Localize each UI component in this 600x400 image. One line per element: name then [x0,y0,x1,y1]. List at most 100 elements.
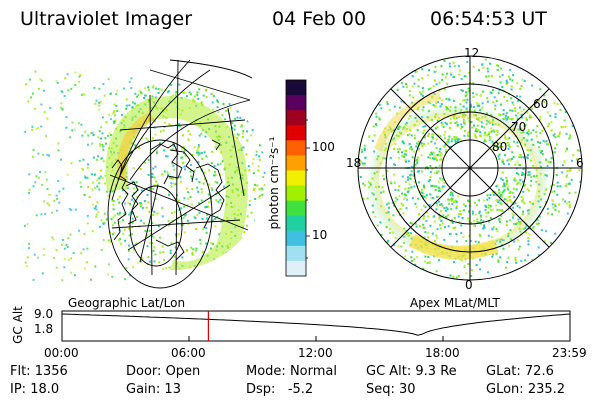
image-pixel [174,233,177,236]
image-pixel [212,243,215,246]
image-pixel [40,103,43,106]
image-pixel [502,162,505,165]
image-pixel [478,221,481,224]
image-pixel [537,246,540,249]
image-pixel [99,175,102,178]
image-pixel [445,123,448,125]
image-pixel [152,214,155,216]
image-pixel [495,64,498,67]
image-pixel [214,180,217,183]
image-pixel [148,210,151,213]
image-pixel [422,125,425,128]
image-pixel [434,142,437,145]
image-pixel [101,177,104,180]
image-pixel [102,222,105,225]
image-pixel [410,170,413,173]
image-pixel [128,104,131,107]
image-pixel [574,191,577,194]
image-pixel [416,129,419,132]
image-pixel [27,247,30,250]
image-pixel [474,213,477,216]
image-pixel [96,179,99,182]
image-pixel [464,205,467,208]
image-pixel [455,207,458,210]
time-label: 06:54:53 UT [430,8,547,30]
image-pixel [434,65,437,68]
image-pixel [467,117,469,120]
image-pixel [445,150,448,153]
image-pixel [415,206,418,209]
image-pixel [521,171,524,174]
image-pixel [479,131,482,134]
image-pixel [263,171,266,174]
image-pixel [467,217,470,220]
image-pixel [104,142,107,145]
image-pixel [97,108,100,111]
image-pixel [550,121,553,123]
image-pixel [123,228,126,231]
image-pixel [91,203,94,206]
image-pixel [25,265,28,268]
image-pixel [154,198,157,200]
image-pixel [108,132,111,135]
image-pixel [118,220,121,223]
image-pixel [427,74,429,77]
image-pixel [497,131,499,133]
image-pixel [131,217,134,220]
mlt-label-0: 0 [465,278,473,292]
image-pixel [402,204,405,207]
image-pixel [255,154,258,157]
image-pixel [515,261,518,264]
image-pixel [527,254,529,257]
image-pixel [486,198,489,201]
image-pixel [107,134,109,137]
image-pixel [110,218,113,221]
image-pixel [74,71,77,74]
image-pixel [206,213,209,216]
image-pixel [416,156,419,159]
image-pixel [451,222,454,224]
image-pixel [96,185,99,188]
image-pixel [422,217,425,220]
image-pixel [140,92,143,95]
image-pixel [570,178,573,181]
image-pixel [236,110,239,113]
image-pixel [423,136,426,139]
image-pixel [59,106,62,109]
image-pixel [47,154,50,157]
image-pixel [467,130,470,133]
image-pixel [437,153,440,156]
image-pixel [441,205,444,208]
image-pixel [500,203,503,206]
image-pixel [529,114,531,117]
image-pixel [394,143,397,145]
image-pixel [524,183,527,186]
image-pixel [530,159,533,162]
image-pixel [181,147,184,150]
image-pixel [190,246,193,249]
mlat-mlt-panel [357,55,583,281]
image-pixel [179,180,182,183]
image-pixel [408,187,411,190]
image-pixel [408,147,411,150]
image-pixel [154,253,157,256]
image-pixel [66,73,69,76]
image-pixel [247,165,250,168]
image-pixel [444,209,447,212]
image-pixel [569,134,571,137]
image-pixel [95,213,98,216]
image-pixel [404,180,407,183]
image-pixel [406,191,409,193]
image-pixel [58,190,61,193]
image-pixel [496,69,499,71]
image-pixel [152,236,155,239]
image-pixel [450,73,453,76]
image-pixel [258,196,260,199]
image-pixel [122,87,125,90]
image-pixel [502,185,504,188]
image-pixel [516,160,519,163]
image-pixel [488,135,491,138]
coastline-overlay [111,139,225,261]
image-pixel [438,215,441,217]
image-pixel [427,142,430,145]
